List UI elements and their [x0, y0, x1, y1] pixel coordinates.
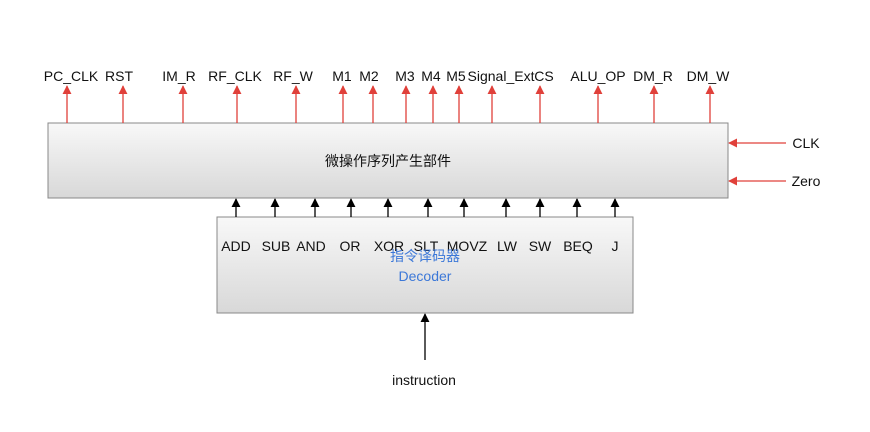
instruction-label: instruction: [392, 372, 456, 388]
output-label-alu-op: ALU_OP: [570, 68, 625, 84]
decoder-signal-add: ADD: [221, 238, 251, 254]
output-label-m5: M5: [446, 68, 466, 84]
output-label-pc-clk: PC_CLK: [44, 68, 99, 84]
side-inputs: CLK Zero: [728, 135, 821, 189]
output-label-m1: M1: [332, 68, 352, 84]
decoder-signal-beq: BEQ: [563, 238, 593, 254]
output-label-rst: RST: [105, 68, 133, 84]
output-label-rf-w: RF_W: [273, 68, 313, 84]
decoder-signal-sub: SUB: [262, 238, 291, 254]
micro-op-unit-box: [47, 122, 729, 199]
side-input-label-clk: CLK: [792, 135, 820, 151]
decoder-signal-movz: MOVZ: [447, 238, 488, 254]
output-label-signal-ext: Signal_Ext: [468, 68, 535, 84]
output-label-rf-clk: RF_CLK: [208, 68, 262, 84]
decoder-signal-sw: SW: [529, 238, 552, 254]
output-label-dm-w: DM_W: [687, 68, 731, 84]
decoder-signal-and: AND: [296, 238, 326, 254]
decoder-signal-lw: LW: [497, 238, 518, 254]
output-label-dm-r: DM_R: [633, 68, 673, 84]
output-label-im-r: IM_R: [162, 68, 195, 84]
side-input-label-zero: Zero: [792, 173, 821, 189]
output-label-m2: M2: [359, 68, 379, 84]
decoder-signals: ADD SUB AND OR XOR SLT MOVZ LW SW BEQ J: [221, 198, 620, 254]
decoder-label-cn: 指令译码器: [390, 248, 460, 264]
output-label-cs: CS: [534, 68, 553, 84]
output-label-m3: M3: [395, 68, 415, 84]
output-signals: PC_CLK RST IM_R RF_CLK RF_W M1 M2 M3 M4 M5 Signal_…: [44, 68, 730, 123]
micro-op-unit-label: 微操作序列产生部件: [325, 153, 451, 169]
output-label-m4: M4: [421, 68, 441, 84]
decoder-signal-j: J: [612, 238, 619, 254]
decoder-signal-xor: XOR: [374, 238, 404, 254]
decoder-signal-or: OR: [340, 238, 361, 254]
decoder-box: [216, 216, 634, 314]
decoder-signal-slt: SLT: [414, 238, 439, 254]
decoder-label-en: Decoder: [399, 268, 452, 284]
